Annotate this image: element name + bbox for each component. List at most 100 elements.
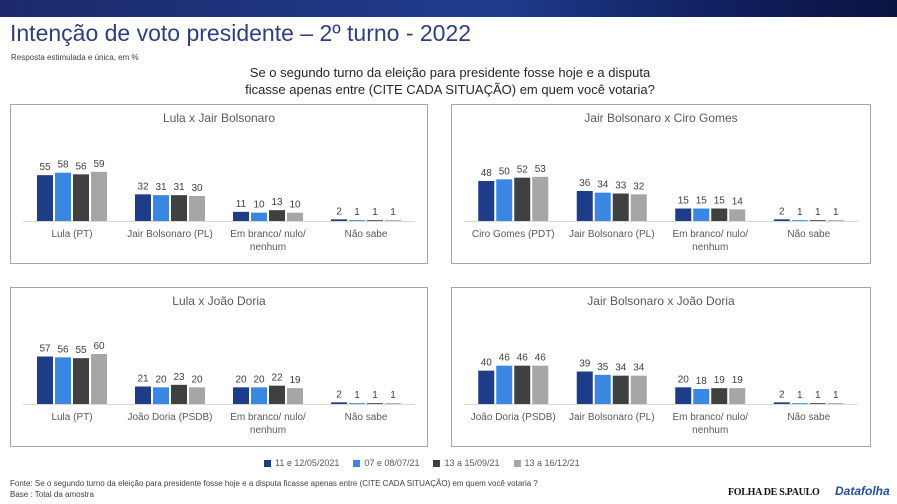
bar-value-label: 34: [615, 363, 627, 374]
category-label: Não sabe: [787, 229, 830, 240]
category-label-line: Jair Bolsonaro (PL): [127, 229, 213, 240]
bar: [171, 195, 187, 221]
category-label-line: Não sabe: [345, 229, 388, 240]
bar: [514, 177, 531, 221]
bar: [73, 358, 89, 404]
category-label: Não sabe: [787, 412, 830, 423]
bar-value-label: 20: [235, 374, 247, 385]
bar-value-label: 1: [797, 207, 803, 218]
source-note: Fonte: Se o segundo turno da eleição par…: [10, 479, 538, 488]
chart-legend: 11 e 12/05/2021 07 e 08/07/21 13 a 15/09…: [264, 458, 580, 468]
bar-value-label: 15: [696, 196, 708, 207]
bar-value-label: 33: [615, 181, 627, 192]
top-banner: [0, 0, 897, 17]
bar: [153, 195, 169, 221]
bar: [367, 403, 383, 404]
category-label: Não sabe: [345, 229, 388, 240]
bar-value-label: 11: [236, 199, 247, 210]
chart-panel-lula-bolsonaro: Lula x Jair Bolsonaro 55 58 56 59 Lula (PT) 3…: [10, 104, 428, 264]
bar-value-label: 30: [191, 183, 203, 194]
chart-panel-bolsonaro-doria: Jair Bolsonaro x João Doria 40 46 46 46 João…: [451, 287, 871, 447]
bar: [675, 208, 692, 221]
legend-swatch: [264, 459, 271, 467]
base-note: Base : Total da amostra: [10, 490, 94, 499]
bar-value-label: 50: [499, 166, 511, 177]
bar: [189, 196, 205, 221]
bar-value-label: 1: [797, 390, 803, 401]
bar-value-label: 58: [57, 160, 69, 171]
category-label: Em branco/ nulo/nenhum: [672, 229, 748, 253]
category-label-line: Em branco/ nulo/: [672, 229, 748, 240]
bar: [37, 175, 53, 221]
bar-chart: 55 58 56 59 Lula (PT) 32 31 31 30 Jair Bolsonaro …: [23, 159, 415, 253]
bar-value-label: 20: [155, 374, 167, 385]
bar: [532, 176, 549, 221]
folha-logo: FOLHA DE S.PAULO: [728, 487, 820, 498]
legend-swatch: [433, 459, 441, 467]
bar-value-label: 20: [678, 374, 690, 385]
bar-value-label: 1: [372, 390, 378, 401]
page-subtitle: Resposta estimulada e única, em %: [11, 53, 139, 62]
bar: [514, 365, 531, 404]
bar: [269, 210, 285, 221]
category-label: Ciro Gomes (PDT): [472, 229, 555, 240]
category-label-line: Em branco/ nulo/: [230, 412, 306, 423]
category-label-line: Não sabe: [345, 412, 388, 423]
bar: [171, 384, 187, 404]
bar: [478, 181, 495, 221]
bar-value-label: 40: [481, 358, 493, 369]
bar: [287, 388, 303, 404]
bar: [612, 193, 629, 221]
bar-value-label: 60: [93, 341, 105, 352]
bar: [693, 208, 710, 221]
bar: [91, 354, 107, 404]
legend-item: 13 a 16/12/21: [513, 458, 580, 468]
chart-panel-lula-doria: Lula x João Doria 57 56 55 60 Lula (PT) 21 20 2…: [10, 287, 428, 447]
bar-value-label: 19: [732, 375, 744, 386]
legend-label: 07 e 08/07/21: [364, 458, 420, 468]
bar: [809, 220, 826, 221]
bar-value-label: 39: [579, 359, 591, 370]
bar: [73, 174, 89, 221]
bar: [532, 365, 549, 404]
bar-value-label: 31: [155, 182, 167, 193]
bar-value-label: 34: [597, 180, 609, 191]
chart-title: Lula x João Doria: [172, 294, 266, 308]
legend-swatch: [353, 459, 361, 467]
bar-value-label: 57: [39, 344, 51, 355]
category-label: Não sabe: [345, 412, 388, 423]
chart-title: Jair Bolsonaro x Ciro Gomes: [584, 111, 738, 125]
bar-value-label: 2: [336, 389, 342, 400]
bar-value-label: 20: [191, 374, 203, 385]
category-label-line: nenhum: [692, 242, 728, 253]
bar: [385, 220, 401, 221]
category-label: Em branco/ nulo/nenhum: [672, 412, 748, 436]
category-label-line: Em branco/ nulo/: [672, 412, 748, 423]
chart-panel-bolsonaro-ciro: Jair Bolsonaro x Ciro Gomes 48 50 52 53 Ciro…: [451, 104, 871, 264]
bar-value-label: 1: [390, 207, 396, 218]
category-label: Jair Bolsonaro (PL): [569, 229, 655, 240]
bar-value-label: 56: [75, 161, 87, 172]
bar-value-label: 2: [779, 206, 785, 217]
category-label: Em branco/ nulo/nenhum: [230, 229, 306, 253]
bar-value-label: 1: [833, 207, 839, 218]
category-label: João Doria (PSDB): [127, 412, 212, 423]
bar: [809, 403, 826, 404]
bar-value-label: 32: [633, 181, 645, 192]
bar: [773, 402, 790, 404]
bar: [576, 371, 593, 404]
category-label: Lula (PT): [51, 229, 92, 240]
bar-value-label: 20: [253, 374, 265, 385]
bar: [675, 387, 692, 404]
category-label-line: Ciro Gomes (PDT): [472, 229, 555, 240]
bar: [827, 403, 844, 404]
category-label-line: João Doria (PSDB): [127, 412, 212, 423]
category-label-line: Não sabe: [787, 412, 830, 423]
category-label-line: nenhum: [250, 242, 286, 253]
bar-value-label: 10: [289, 200, 301, 211]
bar: [251, 387, 267, 404]
legend-label: 13 a 16/12/21: [524, 458, 580, 468]
bar: [251, 212, 267, 221]
category-label-line: nenhum: [692, 425, 728, 436]
bar: [630, 375, 647, 404]
